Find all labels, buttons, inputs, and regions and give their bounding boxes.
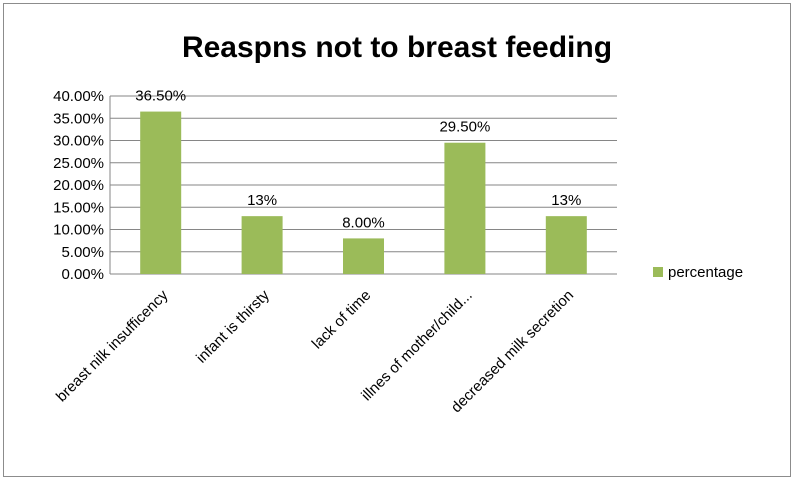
y-tick-label: 5.00% bbox=[61, 244, 104, 261]
bar bbox=[343, 238, 384, 274]
y-tick-label: 0.00% bbox=[61, 266, 104, 283]
x-axis-ticks: breast nilk insufficency infant is thirst… bbox=[53, 286, 577, 416]
x-tick-label: lack of time bbox=[309, 287, 375, 353]
data-label: 36.50% bbox=[135, 88, 186, 105]
y-tick-label: 15.00% bbox=[53, 199, 104, 216]
bar bbox=[545, 216, 587, 274]
data-label: 13% bbox=[247, 192, 277, 209]
chart-frame bbox=[3, 3, 791, 477]
data-labels: 36.50% 13% 8.00% 29.50% 13% bbox=[135, 88, 581, 232]
bar bbox=[444, 142, 486, 274]
legend: percentage bbox=[653, 264, 743, 281]
data-label: 29.50% bbox=[439, 119, 490, 136]
y-tick-label: 10.00% bbox=[53, 222, 104, 239]
data-label: 13% bbox=[551, 192, 581, 209]
y-tick-label: 20.00% bbox=[53, 177, 104, 194]
x-tick-label: illnes of mother/child... bbox=[358, 287, 476, 405]
bars bbox=[140, 111, 587, 274]
bar bbox=[140, 111, 182, 274]
y-tick-label: 30.00% bbox=[53, 133, 104, 150]
bar bbox=[241, 216, 283, 274]
y-tick-label: 40.00% bbox=[53, 88, 104, 105]
legend-label: percentage bbox=[668, 264, 743, 281]
y-axis-ticks: 0.00% 5.00% 10.00% 15.00% 20.00% 25.00% 30.00%… bbox=[53, 88, 104, 283]
data-label: 8.00% bbox=[342, 214, 385, 231]
x-tick-label: breast nilk insufficency bbox=[53, 286, 172, 405]
gridlines bbox=[109, 95, 617, 275]
legend-swatch bbox=[653, 267, 663, 277]
y-tick-label: 25.00% bbox=[53, 155, 104, 172]
chart-title: Reaspns not to breast feeding bbox=[182, 31, 612, 64]
x-tick-label: infant is thirsty bbox=[193, 286, 273, 366]
y-tick-label: 35.00% bbox=[53, 110, 104, 127]
